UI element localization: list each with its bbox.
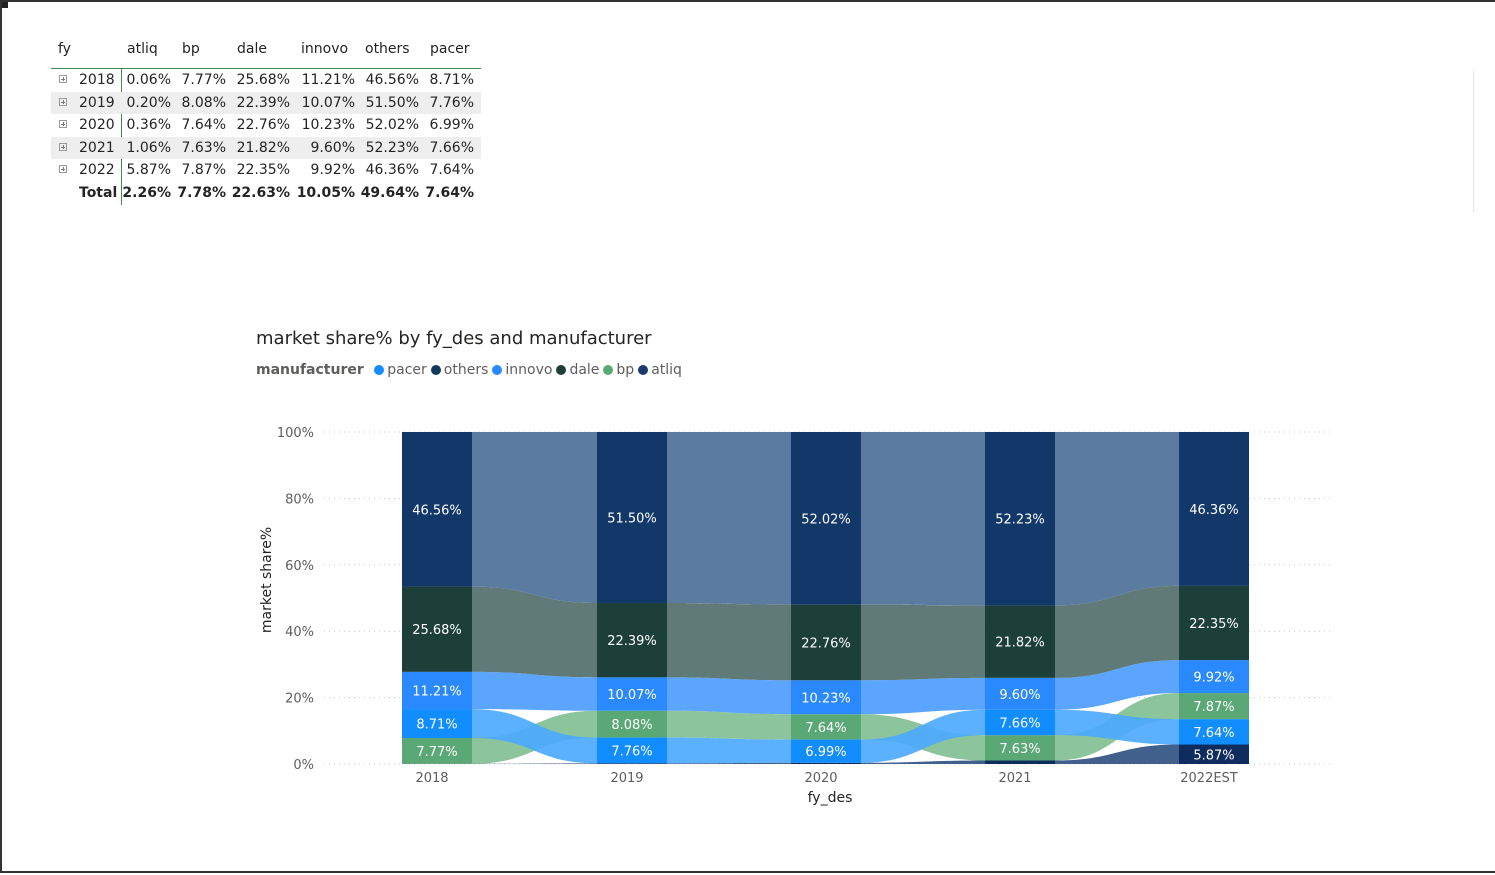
data-label-innovo: 9.92% (1193, 671, 1234, 686)
y-tick-label: 20% (285, 692, 314, 707)
ribbon-dale (667, 603, 791, 680)
data-label-bp: 8.08% (611, 718, 652, 733)
data-label-innovo: 9.60% (999, 688, 1040, 703)
ribbon-innovo (861, 678, 985, 714)
x-tick-label: 2019 (610, 771, 643, 786)
data-label-pacer: 7.64% (1193, 726, 1234, 741)
data-label-bp: 7.64% (805, 721, 846, 736)
data-label-others: 52.23% (995, 513, 1045, 528)
data-label-innovo: 10.07% (607, 688, 657, 703)
ribbon-dale (861, 605, 985, 681)
data-label-dale: 21.82% (995, 636, 1045, 651)
data-label-pacer: 6.99% (805, 745, 846, 760)
data-label-dale: 22.35% (1189, 617, 1239, 632)
x-tick-label: 2020 (804, 771, 837, 786)
data-label-innovo: 11.21% (412, 684, 462, 699)
data-label-atliq: 5.87% (1193, 748, 1234, 763)
ribbon-others (667, 432, 791, 605)
y-tick-label: 80% (285, 492, 314, 507)
data-label-bp: 7.87% (1193, 700, 1234, 715)
bar-segment-atliq (985, 760, 1055, 764)
ribbon-others (1055, 432, 1179, 605)
ribbon-bp (667, 711, 791, 740)
data-label-pacer: 7.66% (999, 716, 1040, 731)
ribbon-innovo (472, 672, 597, 711)
x-axis-title: fy_des (730, 790, 930, 806)
data-label-others: 51.50% (607, 511, 657, 526)
data-label-others: 46.56% (412, 503, 462, 518)
data-label-pacer: 7.76% (611, 744, 652, 759)
ribbon-others (861, 432, 985, 605)
bar-segment-atliq (791, 763, 861, 764)
ribbon-pacer (667, 738, 791, 764)
data-label-dale: 25.68% (412, 623, 462, 638)
x-tick-label: 2022EST (1180, 771, 1238, 786)
data-label-dale: 22.39% (607, 634, 657, 649)
ribbon-others (472, 432, 597, 603)
y-tick-label: 60% (285, 559, 314, 574)
y-tick-label: 100% (277, 426, 314, 441)
data-label-dale: 22.76% (801, 636, 851, 651)
data-label-bp: 7.63% (999, 742, 1040, 757)
x-tick-label: 2021 (998, 771, 1031, 786)
y-tick-label: 0% (293, 758, 314, 773)
data-label-others: 52.02% (801, 512, 851, 527)
bar-segment-atliq (597, 763, 667, 764)
x-tick-label: 2018 (415, 771, 448, 786)
data-label-pacer: 8.71% (416, 718, 457, 733)
y-axis-title: market share% (259, 505, 275, 655)
ribbon-atliq (472, 763, 597, 764)
data-label-bp: 7.77% (416, 745, 457, 760)
y-tick-label: 40% (285, 625, 314, 640)
ribbon-innovo (667, 677, 791, 714)
data-label-innovo: 10.23% (801, 691, 851, 706)
data-label-others: 46.36% (1189, 503, 1239, 518)
